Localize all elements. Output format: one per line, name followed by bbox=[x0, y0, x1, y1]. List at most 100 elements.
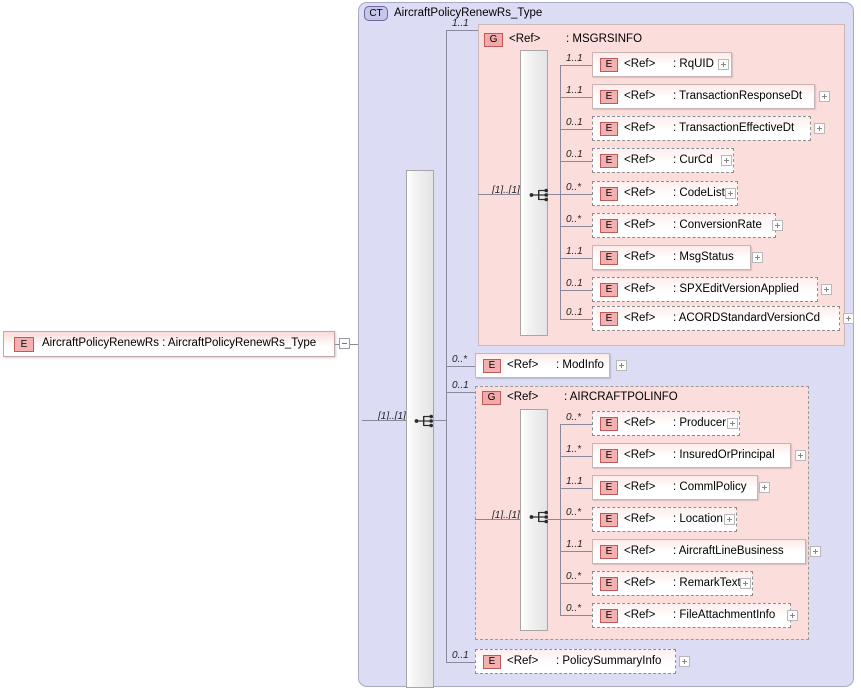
plus-icon[interactable] bbox=[795, 450, 806, 461]
element-node-transactionresponsedt[interactable]: E <Ref> : TransactionResponseDt bbox=[592, 84, 815, 109]
element-type-badge: E bbox=[600, 283, 618, 297]
element-node-insuredorprincipal[interactable]: E <Ref> : InsuredOrPrincipal bbox=[592, 443, 791, 468]
plus-icon[interactable] bbox=[727, 418, 738, 429]
element-node-curcd[interactable]: E <Ref> : CurCd bbox=[592, 148, 734, 173]
connector-bar-to-trunk bbox=[434, 420, 446, 421]
connector-group-to-sequence-msgrsinfo bbox=[478, 194, 520, 195]
plus-icon[interactable] bbox=[718, 59, 729, 70]
element-node-msgstatus[interactable]: E <Ref> : MsgStatus bbox=[592, 245, 751, 270]
connector-child bbox=[560, 226, 592, 227]
plus-icon[interactable] bbox=[772, 220, 783, 231]
plus-icon[interactable] bbox=[616, 360, 627, 371]
connector-bar-to-trunk-msgrsinfo bbox=[548, 194, 560, 195]
connector-child bbox=[560, 258, 592, 259]
element-type-badge: E bbox=[600, 449, 618, 463]
plus-icon[interactable] bbox=[843, 313, 854, 324]
element-ref-label: <Ref> bbox=[624, 577, 656, 589]
element-node-fileattachmentinfo[interactable]: E <Ref> : FileAttachmentInfo bbox=[592, 603, 791, 628]
element-ref-label: <Ref> bbox=[507, 655, 539, 667]
plus-icon[interactable] bbox=[725, 188, 736, 199]
plus-icon[interactable] bbox=[819, 91, 830, 102]
sequence-icon bbox=[529, 510, 548, 524]
element-node-producer[interactable]: E <Ref> : Producer bbox=[592, 411, 740, 436]
group-ref-aircraftpolinfo: <Ref> bbox=[507, 391, 539, 403]
connector-minus-to-ct bbox=[350, 344, 362, 345]
child-cardinality: 0..* bbox=[566, 182, 582, 193]
plus-icon[interactable] bbox=[740, 578, 751, 589]
connector-child bbox=[560, 488, 592, 489]
element-node-location[interactable]: E <Ref> : Location bbox=[592, 507, 737, 532]
child-cardinality: 0..1 bbox=[566, 149, 583, 160]
connector-trunk-modinfo bbox=[446, 366, 475, 367]
child-cardinality: 1..1 bbox=[566, 85, 583, 96]
element-ref-label: <Ref> bbox=[624, 312, 656, 324]
element-ref-label: <Ref> bbox=[624, 545, 656, 557]
root-sequence-bar[interactable] bbox=[406, 170, 434, 688]
msgrsinfo-trunk bbox=[560, 65, 561, 319]
element-name-label: : ACORDStandardVersionCd bbox=[673, 312, 821, 324]
element-ref-label: <Ref> bbox=[624, 481, 656, 493]
element-node-aircraftlinebusiness[interactable]: E <Ref> : AircraftLineBusiness bbox=[592, 539, 806, 564]
element-ref-label: <Ref> bbox=[624, 449, 656, 461]
plus-icon[interactable] bbox=[721, 155, 732, 166]
element-name-label: : RemarkText bbox=[673, 577, 741, 589]
child-cardinality: 1..1 bbox=[566, 53, 583, 64]
child-cardinality: 0..* bbox=[566, 214, 582, 225]
element-node-rquid[interactable]: E <Ref> : RqUID bbox=[592, 52, 732, 77]
child-cardinality: 0..* bbox=[566, 571, 582, 582]
element-type-badge: E bbox=[600, 58, 618, 72]
plus-icon[interactable] bbox=[752, 252, 763, 263]
plus-icon[interactable] bbox=[724, 514, 735, 525]
element-ref-label: <Ref> bbox=[624, 219, 656, 231]
plus-icon[interactable] bbox=[679, 656, 690, 667]
element-node-transactioneffectivedt[interactable]: E <Ref> : TransactionEffectiveDt bbox=[592, 116, 811, 141]
connector-child bbox=[560, 65, 592, 66]
element-ref-label: <Ref> bbox=[624, 187, 656, 199]
element-type-badge: E bbox=[600, 122, 618, 136]
element-node-policysummaryinfo[interactable]: E <Ref> : PolicySummaryInfo bbox=[475, 649, 676, 674]
msgrsinfo-cardinality: 1..1 bbox=[452, 18, 469, 29]
child-cardinality: 0..* bbox=[566, 603, 582, 614]
plus-icon[interactable] bbox=[759, 482, 770, 493]
element-node-codelist[interactable]: E <Ref> : CodeList bbox=[592, 181, 738, 206]
element-node-commlpolicy[interactable]: E <Ref> : CommlPolicy bbox=[592, 475, 758, 500]
element-name-label: : CurCd bbox=[673, 154, 713, 166]
element-type-badge: E bbox=[600, 577, 618, 591]
trunk-vertical bbox=[446, 30, 447, 662]
aircraftpolinfo-cardinality: 0..1 bbox=[452, 380, 469, 391]
element-name-label: : TransactionEffectiveDt bbox=[673, 122, 795, 134]
element-name-label: : MsgStatus bbox=[673, 251, 734, 263]
element-name-label: : FileAttachmentInfo bbox=[673, 609, 776, 621]
root-element-node[interactable]: E AircraftPolicyRenewRs : AircraftPolicy… bbox=[3, 331, 335, 357]
element-node-modinfo[interactable]: E <Ref> : ModInfo bbox=[475, 353, 610, 378]
element-ref-label: <Ref> bbox=[624, 283, 656, 295]
element-type-badge: E bbox=[14, 337, 34, 352]
connector-trunk-policysummaryinfo bbox=[446, 662, 475, 663]
element-name-label: : AircraftLineBusiness bbox=[673, 545, 784, 557]
element-node-conversionrate[interactable]: E <Ref> : ConversionRate bbox=[592, 213, 776, 238]
connector-child bbox=[560, 129, 592, 130]
complextype-badge: CT bbox=[364, 6, 388, 21]
child-cardinality: 1..* bbox=[566, 444, 582, 455]
connector-child bbox=[560, 551, 592, 552]
connector-child bbox=[560, 456, 592, 457]
plus-icon[interactable] bbox=[821, 284, 832, 295]
root-collapse-icon[interactable] bbox=[339, 338, 350, 349]
child-cardinality: 0..1 bbox=[566, 307, 583, 318]
connector-child bbox=[560, 615, 592, 616]
element-node-acordstandardversioncd[interactable]: E <Ref> : ACORDStandardVersionCd bbox=[592, 306, 840, 331]
msgrsinfo-sequence-bar[interactable] bbox=[520, 50, 548, 336]
group-name-msgrsinfo: : MSGRSINFO bbox=[566, 33, 643, 45]
element-name-label: : ModInfo bbox=[556, 359, 604, 371]
group-badge-aircraftpolinfo: G bbox=[482, 391, 501, 405]
child-cardinality: 0..1 bbox=[566, 278, 583, 289]
element-node-spxeditversionapplied[interactable]: E <Ref> : SPXEditVersionApplied bbox=[592, 277, 818, 302]
plus-icon[interactable] bbox=[814, 123, 825, 134]
child-cardinality: 1..1 bbox=[566, 476, 583, 487]
aircraftpolinfo-sequence-bar[interactable] bbox=[520, 409, 548, 631]
element-type-badge: E bbox=[600, 90, 618, 104]
plus-icon[interactable] bbox=[810, 546, 821, 557]
element-node-remarktext[interactable]: E <Ref> : RemarkText bbox=[592, 571, 753, 596]
plus-icon[interactable] bbox=[787, 610, 798, 621]
element-type-badge: E bbox=[483, 655, 501, 669]
